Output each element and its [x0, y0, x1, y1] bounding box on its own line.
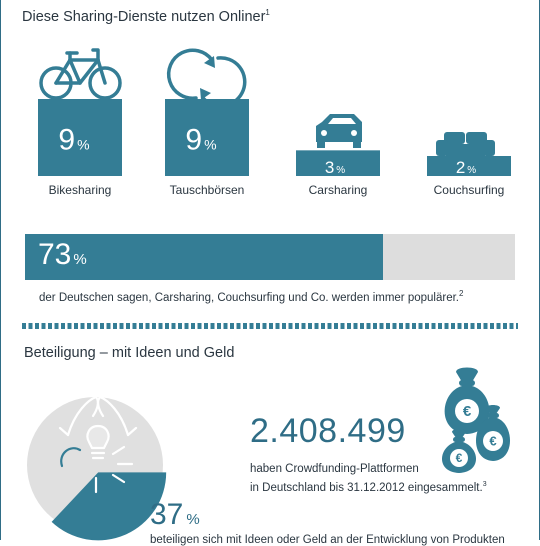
svg-text:€: € [463, 403, 472, 420]
participation-pie [27, 397, 167, 541]
participation-graphics: € € € [27, 367, 511, 541]
exchange-arrows-icon [166, 48, 247, 108]
crowdfunding-amount: 2.408.499 [250, 412, 406, 450]
section-title-participation: Beteiligung – mit Ideen und Geld [24, 345, 235, 361]
car-icon [316, 114, 362, 148]
hands-lightbulb-icon [58, 395, 138, 494]
popularity-bar-fill [25, 234, 383, 280]
category-label-couchsurfing: Couchsurfing [433, 183, 505, 197]
bar-tauschboersen [165, 99, 249, 176]
pie-slice-participation [51, 472, 167, 541]
participation-pie-value: 37% [150, 498, 200, 531]
category-label-bikesharing: Bikesharing [48, 183, 112, 197]
participation-description: beteiligen sich mit Ideen oder Geld an d… [150, 534, 505, 546]
category-label-tauschboersen: Tauschbörsen [169, 183, 245, 197]
couch-icon [436, 132, 495, 156]
category-label-carsharing: Carsharing [308, 183, 368, 197]
bar-bikesharing [38, 99, 122, 176]
bicycle-icon [39, 48, 122, 100]
svg-text:€: € [456, 451, 463, 465]
sharing-services-chart: 9% 9 %3% 2% [38, 48, 511, 177]
popularity-note: der Deutschen sagen, Carsharing, Couchsu… [39, 289, 464, 304]
euro-money-bags-icon: € € € [441, 367, 511, 473]
frame-left-border [0, 0, 1, 540]
crowdfunding-description: haben Crowdfunding-Plattformen in Deutsch… [250, 463, 487, 494]
section-divider [22, 323, 518, 329]
bar-couchsurfing [427, 156, 511, 176]
section-title-sharing: Diese Sharing-Dienste nutzen Onliner1 [22, 8, 270, 25]
bar-carsharing [296, 150, 380, 176]
svg-text:€: € [489, 434, 496, 449]
popularity-value: 73% [38, 238, 87, 271]
